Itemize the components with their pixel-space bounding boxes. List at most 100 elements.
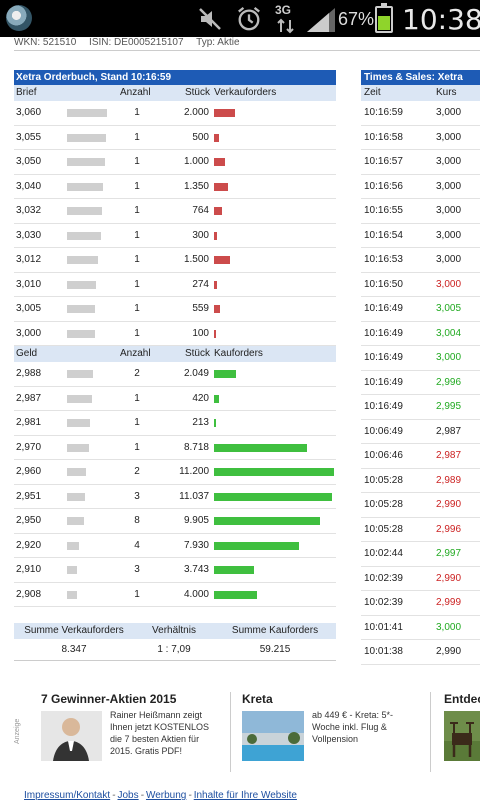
trade-price: 3,000 <box>436 131 462 143</box>
footer-link-werbung[interactable]: Werbung <box>145 790 187 800</box>
bid-volume-bar <box>214 541 299 550</box>
summary-values: 8.347 1 : 7,09 59.215 <box>14 639 336 661</box>
network-type-label: 3G <box>275 3 292 17</box>
ask-depth-bar <box>67 329 95 338</box>
hotel-pool-photo-icon[interactable] <box>242 711 304 761</box>
ad-title-2[interactable]: Kreta <box>242 692 273 706</box>
ask-depth-bar <box>67 182 103 191</box>
ad-title-3[interactable]: Entdec <box>444 692 480 706</box>
trade-price: 3,004 <box>436 327 462 339</box>
trade-price: 2,987 <box>436 425 462 437</box>
trade-price: 2,996 <box>436 376 462 388</box>
bid-stueck-header: Stück <box>184 348 210 359</box>
trade-time: 10:16:49 <box>364 401 403 412</box>
bid-anzahl-header: Anzahl <box>120 348 151 359</box>
trade-time: 10:16:56 <box>364 180 403 192</box>
bid-price: 2,960 <box>16 466 42 477</box>
trade-time: 10:02:39 <box>364 572 403 584</box>
bid-row: 2,960 2 11.200 <box>14 460 336 485</box>
ask-price: 3,005 <box>16 303 42 314</box>
ask-depth-bar <box>67 158 105 166</box>
bid-depth-bar <box>67 394 92 403</box>
bid-depth-bar <box>67 566 77 574</box>
bid-depth-bar <box>67 541 79 550</box>
ask-anzahl-header: Anzahl <box>120 87 151 98</box>
bid-anzahl: 2 <box>134 466 140 477</box>
trade-time: 10:02:39 <box>364 597 403 608</box>
ask-price: 3,055 <box>16 131 42 143</box>
ad-label: Anzeige <box>14 718 21 744</box>
trade-row: 10:16:59 3,000 <box>361 101 480 126</box>
bid-stueck: 11.037 <box>179 490 209 502</box>
trade-row: 10:05:28 2,990 <box>361 493 480 518</box>
ask-stueck: 300 <box>192 229 209 241</box>
footer-link-jobs[interactable]: Jobs <box>117 790 139 800</box>
summary-sell-header: Summe Verkauforders <box>24 625 124 636</box>
bid-row: 2,988 2 2.049 <box>14 362 336 387</box>
bid-anzahl: 1 <box>134 417 140 428</box>
trade-price: 3,000 <box>436 107 462 118</box>
trade-row: 10:01:38 2,990 <box>361 640 480 665</box>
ask-volume-bar <box>214 207 222 215</box>
app-notification-icon <box>6 5 32 31</box>
trade-price: 3,000 <box>436 205 462 216</box>
orderbook-summary: Summe Verkauforders Verhältnis Summe Kau… <box>14 623 336 661</box>
trade-row: 10:16:49 3,005 <box>361 297 480 322</box>
moose-photo-icon[interactable] <box>444 711 480 761</box>
ask-row: 3,005 1 559 <box>14 297 336 322</box>
ask-depth-bar <box>67 109 107 117</box>
times-sales-title: Times & Sales: Xetra <box>361 70 480 85</box>
bid-volume-bar <box>214 443 307 452</box>
battery-icon <box>375 3 393 33</box>
orderbook-title: Xetra Orderbuch, Stand 10:16:59 <box>14 70 336 85</box>
trade-row: 10:02:44 2,997 <box>361 542 480 567</box>
bid-orders-header: Kauforders <box>214 348 263 359</box>
signal-strength-icon <box>307 8 335 32</box>
bid-stueck: 4.000 <box>183 588 209 600</box>
trade-row: 10:02:39 2,999 <box>361 591 480 616</box>
bid-volume-bar <box>214 419 216 427</box>
trade-price: 3,000 <box>436 621 462 633</box>
bid-depth-bar <box>67 517 84 525</box>
trade-row: 10:01:41 3,000 <box>361 616 480 640</box>
bid-price: 2,910 <box>16 564 42 575</box>
summary-ratio-value: 1 : 7,09 <box>157 644 191 655</box>
bid-price-header: Geld <box>16 348 38 359</box>
ask-anzahl: 1 <box>134 205 140 216</box>
portrait-photo-icon[interactable] <box>41 711 102 761</box>
trade-row: 10:16:49 3,004 <box>361 322 480 346</box>
bid-price: 2,987 <box>16 392 42 404</box>
trade-price: 3,000 <box>436 278 462 290</box>
ask-stueck: 274 <box>192 278 209 290</box>
trade-row: 10:16:53 3,000 <box>361 248 480 273</box>
bid-depth-bar <box>67 468 86 476</box>
ask-anzahl: 1 <box>134 278 140 290</box>
ask-price: 3,010 <box>16 278 42 290</box>
trade-row: 10:06:46 2,987 <box>361 444 480 469</box>
trade-time: 10:16:55 <box>364 205 403 216</box>
bid-volume-bar <box>214 370 236 378</box>
bid-price: 2,988 <box>16 368 42 379</box>
summary-sell-value: 8.347 <box>61 644 87 655</box>
wkn: WKN: 521510 <box>14 37 77 48</box>
footer-link-impressum[interactable]: Impressum/Kontakt <box>24 790 111 800</box>
footer-link-inhalte[interactable]: Inhalte für Ihre Website <box>193 790 297 800</box>
ad-text-2[interactable]: ab 449 € - Kreta: 5*-Woche inkl. Flug & … <box>312 710 394 744</box>
trade-time: 10:06:46 <box>364 450 403 461</box>
ask-price: 3,030 <box>16 229 42 241</box>
bid-anzahl: 2 <box>134 368 140 379</box>
bid-stueck: 9.905 <box>183 515 209 526</box>
bid-stueck: 7.930 <box>183 539 209 551</box>
ad-title-1[interactable]: 7 Gewinner-Aktien 2015 <box>41 692 177 706</box>
ask-row: 3,012 1 1.500 <box>14 248 336 273</box>
mute-icon <box>199 8 221 30</box>
ask-depth-bar <box>67 133 106 142</box>
trade-price: 3,000 <box>436 229 462 241</box>
trade-price: 2,997 <box>436 548 462 559</box>
trade-price: 2,989 <box>436 474 462 486</box>
bid-volume-bar <box>214 394 219 403</box>
ad-text-1[interactable]: Rainer Heißmann zeigt Ihnen jetzt KOSTEN… <box>110 710 210 756</box>
ask-orders-header: Verkauforders <box>214 87 277 98</box>
data-transfer-icon <box>277 18 294 34</box>
trade-price: 2,996 <box>436 523 462 535</box>
